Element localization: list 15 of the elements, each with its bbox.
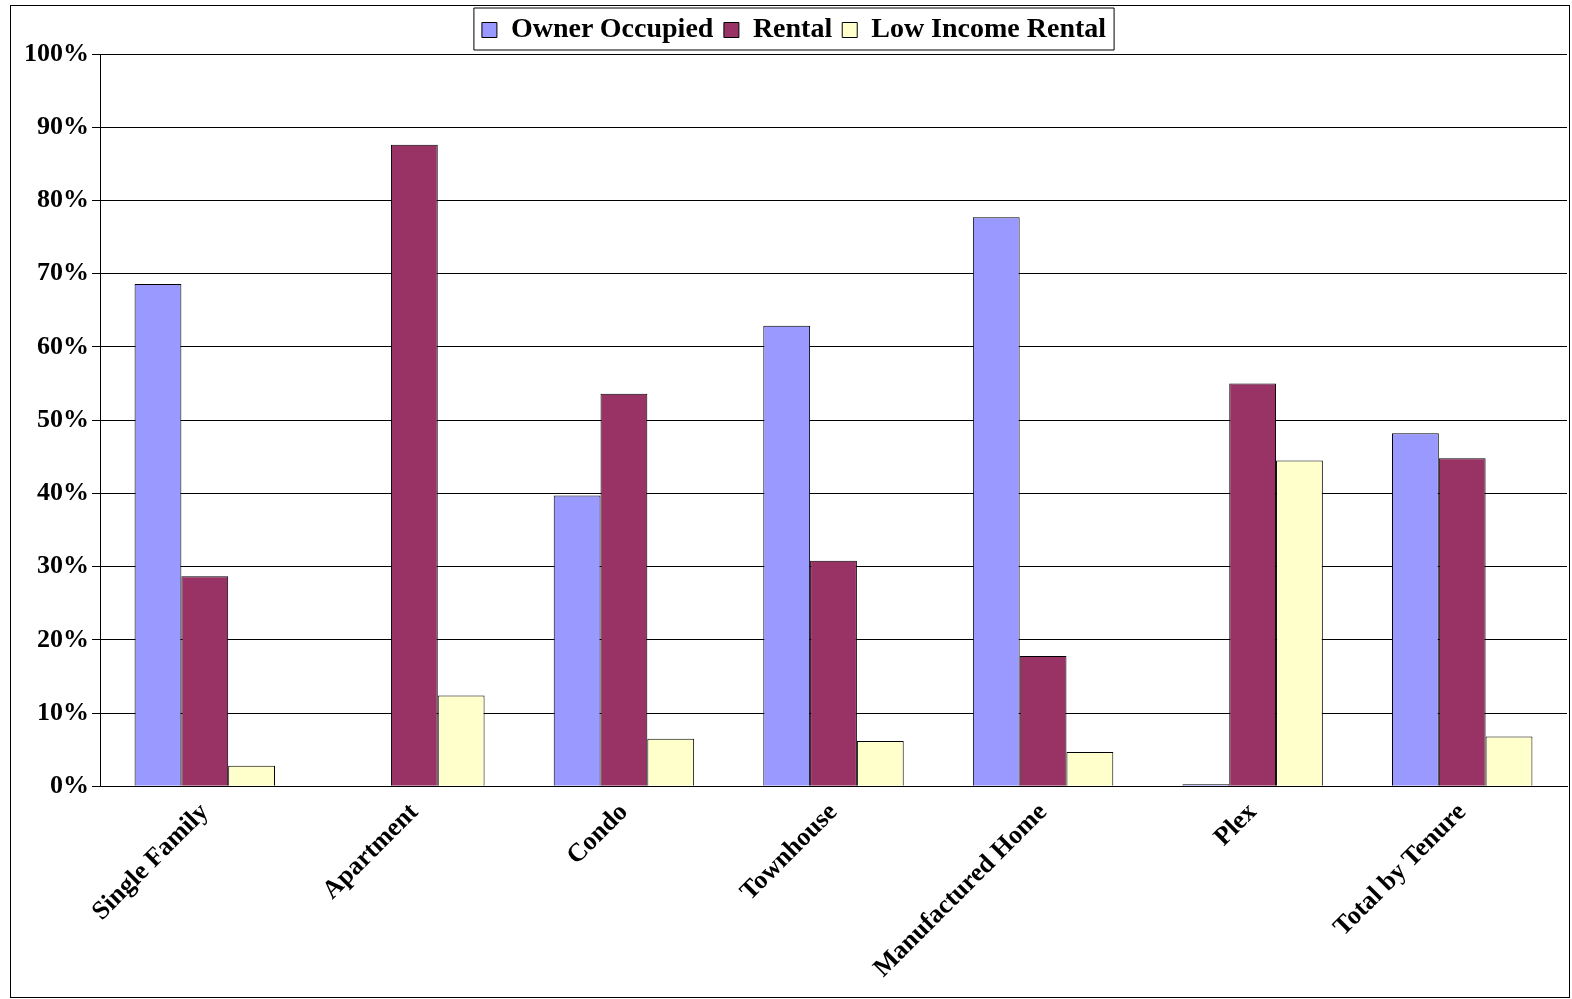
- y-tick-label: 50%: [37, 403, 89, 433]
- y-tick-label: 80%: [37, 184, 89, 214]
- y-tick-label: 20%: [37, 623, 89, 653]
- x-tick-label: Plex: [1207, 796, 1262, 852]
- y-tick-label: 90%: [37, 110, 89, 140]
- y-tick-label: 60%: [37, 330, 89, 360]
- y-tick-label: 30%: [37, 550, 89, 580]
- legend-label: Low Income Rental: [871, 12, 1107, 44]
- legend-label: Owner Occupied: [510, 12, 714, 44]
- y-tick-label: 70%: [37, 257, 89, 287]
- y-tick-label: 100%: [24, 37, 89, 67]
- y-tick-label: 0%: [50, 770, 89, 800]
- y-tick-label: 40%: [37, 477, 89, 507]
- legend-label: Rental: [752, 12, 833, 44]
- y-tick-label: 10%: [37, 696, 89, 726]
